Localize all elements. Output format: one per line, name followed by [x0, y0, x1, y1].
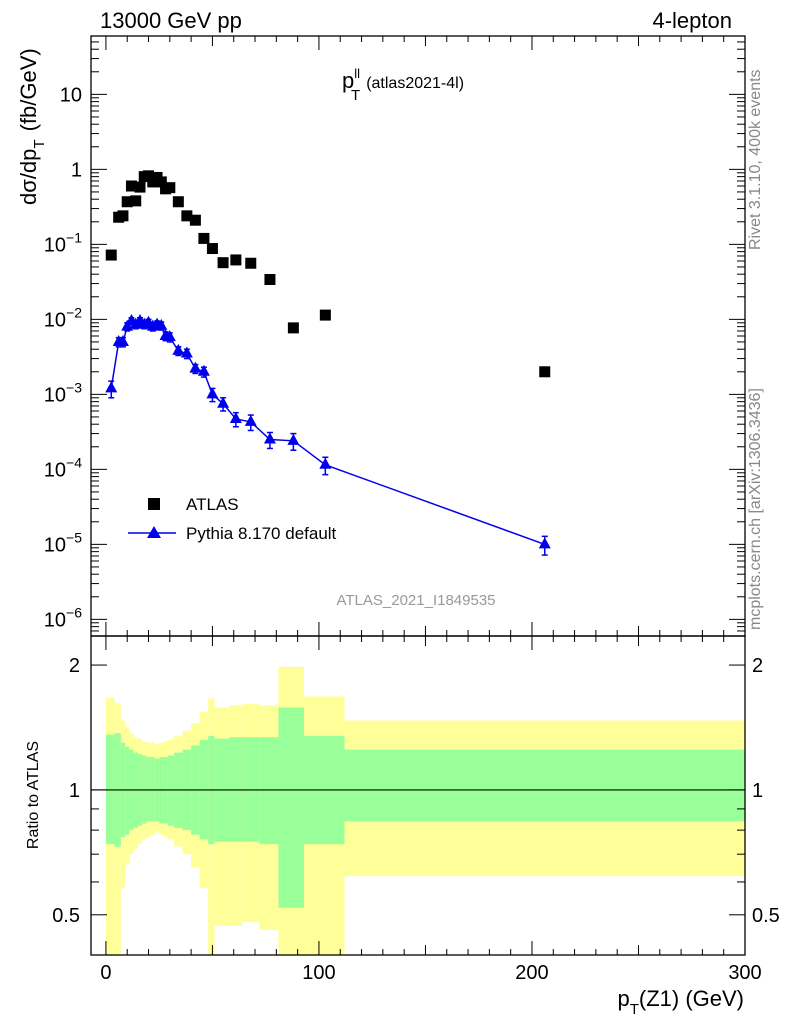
ratio-frame — [90, 635, 746, 956]
data-point-20 — [230, 254, 242, 266]
data-point-6 — [134, 181, 146, 193]
data-point-4 — [125, 180, 137, 192]
data-point-16 — [189, 214, 201, 226]
header-left: 13000 GeV pp — [100, 8, 242, 33]
main-ytick-label-7: 10−6 — [44, 604, 82, 631]
ratio-inner-band-25 — [344, 749, 745, 822]
mc-series — [105, 314, 551, 556]
mc-point-18 — [206, 387, 219, 399]
data-point-18 — [206, 243, 218, 255]
data-point-19 — [217, 257, 229, 269]
mc-point-23 — [287, 433, 300, 445]
mc-point-22 — [263, 432, 276, 444]
main-y-axis-label: dσ/dpT(fb/GeV) — [16, 48, 48, 205]
ratio-ytick-label-right-1: 1 — [752, 780, 763, 802]
ratio-ytick-label-left-2: 2 — [69, 655, 80, 677]
ratio-bands — [91, 666, 745, 955]
mc-point-11 — [155, 318, 168, 330]
mc-point-21 — [244, 414, 257, 426]
data-point-3 — [121, 196, 133, 208]
ratio-inner-band-3 — [125, 746, 130, 835]
mc-point-16 — [189, 361, 202, 373]
main-frame — [90, 35, 746, 637]
data-point-17 — [198, 232, 210, 244]
mc-point-2 — [116, 334, 129, 346]
mc-point-13 — [163, 330, 176, 342]
legend-marker-pythia — [147, 526, 161, 538]
mcplots-label: mcplots.cern.ch [arXiv:1306.3436] — [747, 388, 764, 630]
data-point-15 — [181, 210, 193, 222]
mc-point-24 — [319, 457, 332, 469]
data-point-13 — [164, 182, 176, 194]
mc-point-17 — [197, 364, 210, 376]
legend-label-pythia: Pythia 8.170 default — [186, 524, 337, 543]
ratio-ytick-label-left-1: 1 — [69, 780, 80, 802]
ratio-inner-band-22 — [259, 737, 279, 845]
data-point-25 — [539, 366, 551, 378]
ratio-ytick-label-right-0.5: 0.5 — [752, 905, 780, 927]
data-point-24 — [319, 309, 331, 321]
data-point-14 — [172, 196, 184, 208]
data-point-23 — [287, 322, 299, 334]
legend: ATLAS Pythia 8.170 default — [128, 495, 337, 543]
data-point-22 — [264, 274, 276, 286]
legend-marker-atlas — [148, 498, 160, 510]
data-point-2 — [117, 210, 129, 222]
data-point-21 — [245, 257, 257, 269]
ratio-inner-band-8 — [146, 757, 151, 822]
main-ytick-label-1: 1 — [71, 159, 82, 181]
xtick-label-100: 100 — [302, 962, 335, 984]
data-point-0 — [105, 249, 117, 261]
ratio-ytick-label-right-2: 2 — [752, 655, 763, 677]
mc-point-15 — [180, 346, 193, 358]
rivet-version-label: Rivet 3.1.10, 400k events — [747, 69, 764, 250]
xtick-label-200: 200 — [515, 962, 548, 984]
data-point-11 — [155, 176, 167, 188]
data-point-8 — [143, 170, 155, 182]
header-right: 4-lepton — [652, 8, 732, 33]
ratio-y-axis-label: Ratio to ATLAS — [25, 741, 42, 849]
data-point-5 — [130, 195, 142, 207]
analysis-id-label: ATLAS_2021_I1849535 — [336, 592, 495, 609]
mc-point-20 — [229, 411, 242, 423]
main-ytick-label-2: 10−1 — [44, 229, 82, 256]
data-series — [105, 170, 551, 378]
xtick-label-300: 300 — [728, 962, 761, 984]
ratio-inner-band-23 — [278, 707, 305, 908]
main-ytick-label-6: 10−5 — [44, 529, 82, 556]
ratio-inner-band-13 — [167, 755, 175, 826]
ratio-inner-band-9 — [150, 757, 155, 822]
mc-point-25 — [538, 537, 551, 549]
main-ytick-label-0: 10 — [60, 84, 82, 106]
legend-label-atlas: ATLAS — [186, 495, 239, 514]
ratio-ytick-label-left-0.5: 0.5 — [52, 905, 80, 927]
x-axis-label: pT(Z1) (GeV) — [617, 986, 744, 1018]
axes: 10 1 10−1 10−2 10−3 10−4 10−5 10−6 0.5 0.5 1 1 2 2 0 10… — [44, 35, 780, 984]
main-ytick-label-3: 10−2 — [44, 304, 82, 331]
mc-point-14 — [172, 343, 185, 355]
main-title: pll T(atlas2021-4l) — [342, 66, 464, 104]
xtick-label-0: 0 — [100, 962, 111, 984]
main-ytick-label-5: 10−4 — [44, 454, 82, 481]
main-ytick-label-4: 10−3 — [44, 379, 82, 406]
mc-point-19 — [217, 396, 230, 408]
mc-point-0 — [105, 381, 118, 393]
